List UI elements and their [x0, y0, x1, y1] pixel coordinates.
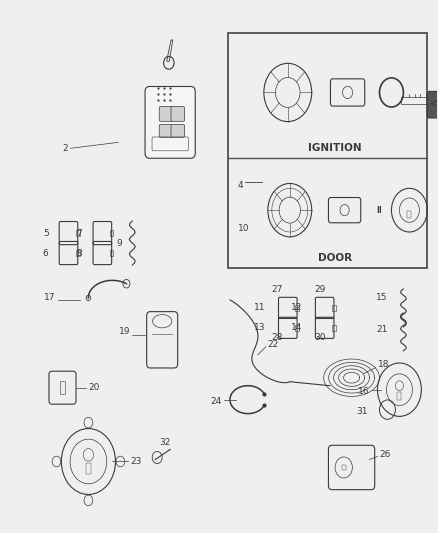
FancyBboxPatch shape — [171, 107, 184, 122]
FancyBboxPatch shape — [427, 91, 438, 118]
Text: 6: 6 — [43, 248, 49, 257]
Text: 21: 21 — [376, 325, 388, 334]
Text: 28: 28 — [272, 333, 283, 342]
Text: DOOR: DOOR — [318, 253, 352, 263]
Text: 17: 17 — [44, 294, 56, 302]
Text: 8: 8 — [77, 248, 82, 257]
Text: IGNITION: IGNITION — [308, 143, 361, 154]
Bar — [295, 305, 299, 311]
Text: II: II — [377, 206, 382, 215]
Text: 16: 16 — [358, 387, 370, 396]
Bar — [60, 381, 65, 394]
Bar — [86, 463, 91, 474]
Text: 24: 24 — [211, 397, 222, 406]
Bar — [110, 250, 113, 256]
Bar — [295, 325, 299, 330]
Bar — [397, 392, 401, 400]
Text: 4: 4 — [238, 181, 244, 190]
Text: 2: 2 — [63, 144, 68, 153]
Text: 12: 12 — [291, 303, 303, 312]
Bar — [407, 211, 411, 218]
Text: 31: 31 — [356, 407, 367, 416]
Text: 13: 13 — [254, 324, 266, 333]
Text: 26: 26 — [379, 450, 391, 459]
Text: 15: 15 — [376, 294, 388, 302]
Bar — [76, 230, 80, 236]
Text: 30: 30 — [314, 333, 326, 342]
Text: 19: 19 — [119, 327, 130, 336]
Text: 29: 29 — [314, 286, 326, 294]
Text: 10: 10 — [238, 224, 249, 232]
Text: 23: 23 — [130, 457, 141, 466]
FancyBboxPatch shape — [171, 125, 184, 138]
Bar — [110, 230, 113, 236]
Bar — [342, 465, 346, 470]
Bar — [228, 33, 427, 268]
Text: 9: 9 — [117, 239, 122, 247]
Bar — [332, 305, 336, 311]
Text: 20: 20 — [88, 383, 100, 392]
Bar — [76, 250, 80, 256]
Text: 7: 7 — [77, 229, 82, 238]
FancyBboxPatch shape — [159, 125, 173, 138]
Text: 32: 32 — [159, 438, 171, 447]
Text: 22: 22 — [268, 340, 279, 349]
FancyBboxPatch shape — [145, 86, 195, 158]
Text: 27: 27 — [272, 286, 283, 294]
FancyBboxPatch shape — [159, 107, 173, 122]
Bar — [401, 97, 432, 103]
Text: 11: 11 — [254, 303, 266, 312]
Text: 5: 5 — [43, 229, 49, 238]
Bar — [332, 325, 336, 330]
Text: 14: 14 — [291, 324, 303, 333]
Text: 18: 18 — [378, 360, 389, 369]
